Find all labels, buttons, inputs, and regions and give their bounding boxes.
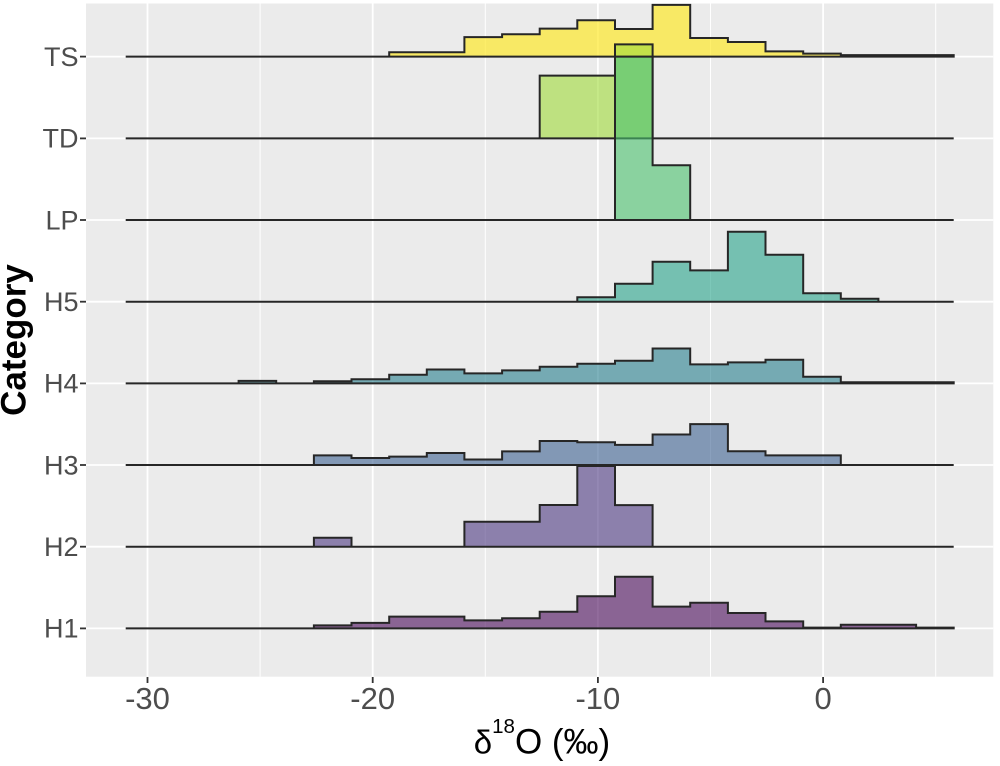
svg-text:-30: -30 [125, 681, 170, 716]
svg-text:Category: Category [0, 264, 34, 416]
svg-text:LP: LP [45, 205, 78, 235]
svg-text:-20: -20 [350, 681, 395, 716]
svg-text:-10: -10 [575, 681, 620, 716]
svg-text:TD: TD [43, 124, 79, 154]
svg-text:H1: H1 [44, 614, 79, 644]
svg-text:H2: H2 [44, 532, 79, 562]
svg-text:H4: H4 [44, 369, 79, 399]
svg-text:H3: H3 [44, 450, 79, 480]
svg-text:TS: TS [44, 42, 79, 72]
svg-text:0: 0 [814, 681, 831, 716]
svg-text:δ18O (‰): δ18O (‰) [474, 715, 610, 762]
svg-text:H5: H5 [44, 287, 79, 317]
